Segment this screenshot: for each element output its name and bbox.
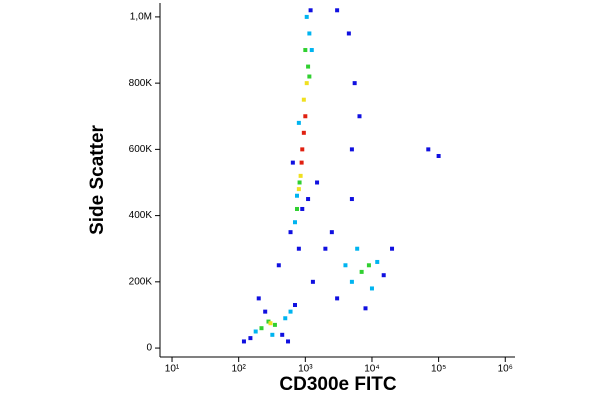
- x-tick-label: 10⁶: [498, 364, 513, 375]
- point: [292, 303, 297, 308]
- point: [357, 114, 362, 119]
- point: [304, 81, 309, 86]
- point: [355, 246, 360, 251]
- point: [288, 309, 293, 314]
- x-axis-title: CD300e FITC: [279, 374, 396, 395]
- point: [335, 8, 340, 13]
- point: [297, 180, 302, 185]
- point: [426, 147, 431, 152]
- point: [381, 273, 386, 278]
- x-tick-label: 10⁴: [364, 364, 379, 375]
- point: [303, 48, 308, 53]
- point: [329, 230, 334, 235]
- y-tick-label: 1,0M: [130, 12, 152, 23]
- point: [256, 296, 261, 301]
- point: [343, 263, 348, 268]
- point: [294, 206, 299, 211]
- point: [308, 8, 313, 13]
- y-tick-label: 200K: [129, 276, 153, 287]
- point: [292, 220, 297, 225]
- point: [366, 263, 371, 268]
- point: [310, 279, 315, 284]
- point: [299, 160, 304, 165]
- point: [272, 322, 277, 327]
- point: [294, 193, 299, 198]
- point: [306, 64, 311, 69]
- point: [390, 246, 395, 251]
- point: [307, 74, 312, 79]
- y-tick-label: 800K: [129, 78, 153, 89]
- point: [335, 296, 340, 301]
- point: [349, 279, 354, 284]
- point: [301, 130, 306, 135]
- point: [304, 14, 309, 19]
- point: [268, 321, 273, 326]
- point: [286, 339, 291, 344]
- point: [288, 230, 293, 235]
- point: [290, 160, 295, 165]
- point: [309, 48, 314, 53]
- point: [300, 206, 305, 211]
- point: [263, 309, 268, 314]
- point: [270, 332, 275, 337]
- point: [346, 31, 351, 36]
- x-tick-label: 10³: [298, 364, 313, 375]
- point: [315, 180, 320, 185]
- point: [296, 246, 301, 251]
- point: [241, 339, 246, 344]
- point: [300, 147, 305, 152]
- x-tick-label: 10²: [231, 364, 246, 375]
- point: [280, 332, 285, 337]
- y-tick-label: 0: [146, 343, 152, 354]
- y-axis-title: Side Scatter: [87, 124, 108, 234]
- x-tick-label: 10⁵: [431, 364, 446, 375]
- point: [363, 306, 368, 311]
- point: [283, 316, 288, 321]
- point: [307, 31, 312, 36]
- point: [301, 97, 306, 102]
- point: [436, 153, 441, 158]
- point: [352, 81, 357, 86]
- point: [296, 120, 301, 125]
- x-tick-label: 10¹: [165, 364, 180, 375]
- point: [323, 246, 328, 251]
- point: [303, 114, 308, 119]
- point: [306, 197, 311, 202]
- point: [349, 197, 354, 202]
- point: [369, 286, 374, 291]
- point: [248, 336, 253, 341]
- point: [276, 263, 281, 268]
- y-tick-label: 600K: [129, 144, 153, 155]
- point: [359, 269, 364, 274]
- point: [259, 326, 264, 331]
- point: [298, 173, 303, 178]
- point: [253, 329, 258, 334]
- point: [296, 187, 301, 192]
- point: [349, 147, 354, 152]
- y-tick-label: 400K: [129, 210, 153, 221]
- point: [375, 259, 380, 264]
